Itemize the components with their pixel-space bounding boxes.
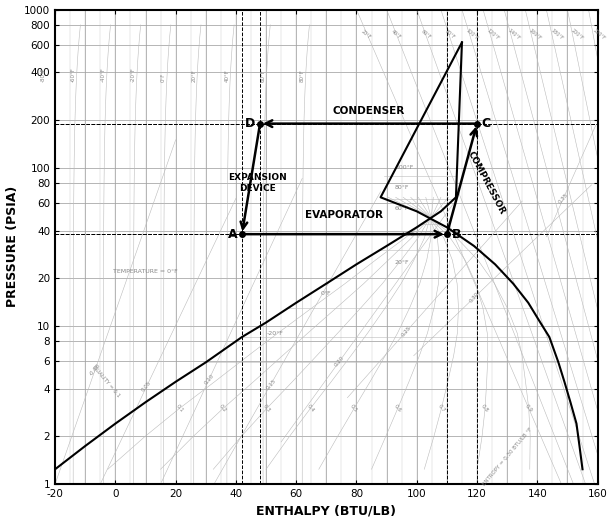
Text: 60°F: 60°F [261, 69, 265, 82]
Text: -20°F: -20°F [267, 331, 284, 336]
Text: EVAPORATOR: EVAPORATOR [305, 210, 383, 220]
Text: 0.5: 0.5 [349, 404, 359, 414]
Text: CONDENSER: CONDENSER [332, 106, 405, 116]
Text: 140°F: 140°F [507, 27, 522, 41]
Text: 60°F: 60°F [420, 28, 432, 40]
Text: 60°F: 60°F [394, 206, 409, 211]
Text: TEMPERATURE = 0°F: TEMPERATURE = 0°F [113, 269, 178, 274]
Text: 0.10: 0.10 [204, 373, 215, 385]
Text: -40°F: -40°F [101, 67, 106, 82]
Text: 0.05: 0.05 [140, 380, 153, 393]
Text: 0.2: 0.2 [218, 404, 227, 414]
Text: 80°F: 80°F [394, 185, 409, 190]
Text: A: A [228, 228, 237, 241]
Text: D: D [245, 117, 256, 130]
X-axis label: ENTHALPY (BTU/LB): ENTHALPY (BTU/LB) [256, 505, 397, 517]
Text: 20°F: 20°F [191, 69, 196, 82]
Text: 40°F: 40°F [390, 28, 402, 40]
Text: C: C [482, 117, 490, 130]
Text: 0.6: 0.6 [393, 404, 402, 414]
Text: B: B [451, 228, 461, 241]
Text: 0.9: 0.9 [524, 404, 533, 414]
Text: 120°F: 120°F [486, 27, 500, 41]
Text: 0.3: 0.3 [262, 404, 272, 414]
Text: COMPRESSOR: COMPRESSOR [466, 150, 506, 216]
Text: 0°F: 0°F [321, 291, 332, 296]
Text: EXPANSION
DEVICE: EXPANSION DEVICE [227, 173, 286, 193]
Text: -60°F: -60°F [70, 67, 75, 82]
Text: 40°F: 40°F [224, 69, 229, 82]
Text: 0.20: 0.20 [333, 355, 345, 368]
Text: 200°F: 200°F [571, 27, 585, 41]
Text: 80°F: 80°F [300, 69, 305, 82]
Text: 0.15: 0.15 [265, 378, 277, 390]
Y-axis label: PRESSURE (PSIA): PRESSURE (PSIA) [6, 186, 18, 308]
Text: 40°F: 40°F [400, 232, 415, 237]
Text: 0.25: 0.25 [401, 325, 413, 337]
Text: QUALITY = 0.1: QUALITY = 0.1 [91, 364, 121, 397]
Text: 220°F: 220°F [592, 27, 606, 41]
Text: ENTROPY = 0.30 BTU/LB °F: ENTROPY = 0.30 BTU/LB °F [481, 426, 533, 486]
Text: 0.4: 0.4 [306, 404, 315, 414]
Text: 20°F: 20°F [359, 28, 371, 40]
Text: 100°F: 100°F [395, 165, 414, 170]
Text: -0.00: -0.00 [89, 362, 102, 377]
Text: 80°F: 80°F [444, 28, 456, 40]
Text: 0.30: 0.30 [468, 291, 480, 304]
Text: 160°F: 160°F [528, 27, 543, 41]
Text: 180°F: 180°F [549, 27, 564, 41]
Text: 0.8: 0.8 [481, 404, 490, 414]
Text: 0°F: 0°F [161, 72, 166, 82]
Text: 0.35: 0.35 [558, 192, 569, 204]
Text: 0.1: 0.1 [175, 404, 184, 414]
Text: 100°F: 100°F [465, 27, 479, 41]
Text: -20°F: -20°F [131, 67, 136, 82]
Text: 0.7: 0.7 [436, 404, 446, 414]
Text: -80°F: -80°F [40, 67, 45, 82]
Text: 20°F: 20°F [394, 260, 409, 266]
